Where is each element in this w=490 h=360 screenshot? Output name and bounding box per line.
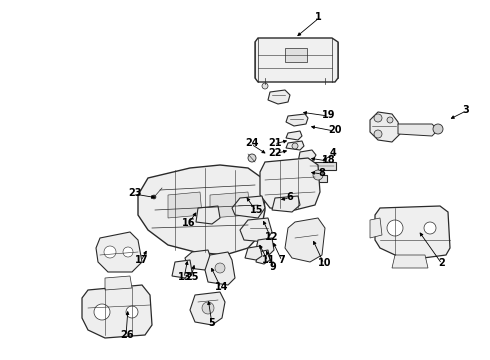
Text: 5: 5 [208,318,215,328]
Polygon shape [255,38,338,82]
Polygon shape [370,112,400,142]
Text: 19: 19 [322,110,336,120]
Circle shape [262,83,268,89]
Circle shape [126,306,138,318]
Polygon shape [286,114,308,126]
Text: 13: 13 [178,272,192,282]
Bar [285,48,307,62]
Circle shape [313,170,323,180]
Circle shape [123,247,133,257]
Polygon shape [240,218,272,242]
Text: 4: 4 [330,148,337,158]
Circle shape [215,263,225,273]
Text: 26: 26 [120,330,133,340]
Circle shape [152,195,156,199]
Circle shape [387,220,403,236]
Text: 9: 9 [270,262,277,272]
Circle shape [292,143,298,149]
Polygon shape [268,90,290,104]
Text: 10: 10 [318,258,332,268]
Circle shape [387,117,393,123]
Text: 17: 17 [135,255,148,265]
Circle shape [248,154,256,162]
Polygon shape [398,124,436,136]
Polygon shape [185,250,212,270]
Bar [305,175,327,182]
Polygon shape [370,218,382,238]
Polygon shape [190,292,225,325]
Text: 3: 3 [462,105,469,115]
Circle shape [94,304,110,320]
Text: 24: 24 [245,138,259,148]
Circle shape [104,246,116,258]
Polygon shape [286,141,304,150]
Polygon shape [272,196,300,212]
Circle shape [433,124,443,134]
Circle shape [202,302,214,314]
Text: 21: 21 [268,138,281,148]
Text: 14: 14 [215,282,228,292]
Polygon shape [172,260,192,278]
Text: 15: 15 [250,205,264,215]
Text: 18: 18 [322,155,336,165]
Text: 1: 1 [315,12,322,22]
Polygon shape [392,255,428,268]
Polygon shape [255,238,274,256]
Polygon shape [375,206,450,260]
Polygon shape [256,250,270,264]
Circle shape [374,114,382,122]
Text: 11: 11 [262,255,275,265]
Polygon shape [138,165,265,255]
Text: 8: 8 [318,168,325,178]
Polygon shape [260,158,320,210]
Polygon shape [96,232,142,272]
Circle shape [374,130,382,138]
Polygon shape [196,206,220,224]
Circle shape [424,222,436,234]
Polygon shape [285,218,325,262]
Text: 25: 25 [185,272,198,282]
Text: 22: 22 [268,148,281,158]
Polygon shape [245,246,262,260]
Text: 6: 6 [286,192,293,202]
Text: 23: 23 [128,188,142,198]
Text: 12: 12 [265,232,278,242]
Polygon shape [168,192,202,218]
Polygon shape [232,196,265,218]
Polygon shape [205,252,235,285]
Text: 16: 16 [182,218,196,228]
Text: 2: 2 [438,258,445,268]
Polygon shape [298,150,316,162]
Bar [308,162,336,170]
Text: 20: 20 [328,125,342,135]
Polygon shape [210,192,250,218]
Polygon shape [286,131,302,140]
Polygon shape [82,285,152,338]
Text: 7: 7 [278,255,285,265]
Polygon shape [105,276,132,290]
